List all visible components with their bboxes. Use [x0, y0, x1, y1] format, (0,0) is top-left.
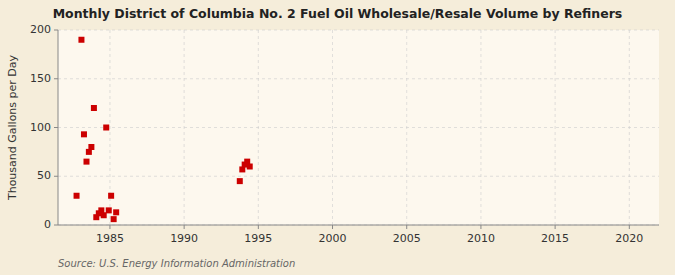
grid-line — [58, 127, 659, 128]
grid-line — [555, 30, 556, 225]
tick-label: 2020 — [615, 232, 643, 245]
point — [106, 207, 112, 213]
tick — [184, 225, 185, 229]
point — [74, 193, 80, 199]
point — [88, 144, 94, 150]
grid-line — [58, 176, 659, 177]
tick — [54, 127, 58, 128]
tick — [555, 225, 556, 229]
grid-line — [406, 30, 407, 225]
grid-line — [58, 78, 659, 79]
tick — [54, 30, 58, 31]
y-axis-label: Thousand Gallons per Day — [6, 54, 19, 201]
chart: 0 50 100 150 200 1985 1990 1995 2000 2005 2010 2015… — [0, 0, 675, 275]
title: Monthly District of Columbia No. 2 Fuel … — [53, 6, 623, 21]
grid-line — [480, 30, 481, 225]
tick-label: 1985 — [96, 232, 124, 245]
point — [247, 164, 253, 170]
point — [81, 131, 87, 137]
point — [108, 193, 114, 199]
tick-label: 2015 — [541, 232, 569, 245]
tick — [54, 176, 58, 177]
tick-label: 2000 — [319, 232, 347, 245]
point — [103, 125, 109, 131]
x-axis-line — [58, 225, 659, 226]
y-axis-line — [58, 30, 59, 225]
grid-line — [258, 30, 259, 225]
plot-area — [58, 30, 659, 225]
tick-label: 1990 — [170, 232, 198, 245]
axes: 0 50 100 150 200 1985 1990 1995 2000 2005 2010 2015… — [30, 23, 659, 245]
source-note: Source: U.S. Energy Information Administ… — [58, 258, 295, 269]
tick-label: 100 — [30, 121, 51, 134]
tick-label: 0 — [44, 218, 51, 231]
grid-line — [332, 30, 333, 225]
tick-label: 2010 — [467, 232, 495, 245]
background — [0, 0, 675, 275]
grid-line — [629, 30, 630, 225]
grid-line — [58, 225, 659, 226]
point — [111, 216, 117, 222]
point — [237, 178, 243, 184]
tick — [54, 78, 58, 79]
points — [74, 37, 253, 222]
tick — [54, 225, 58, 226]
point — [113, 209, 119, 215]
tick-label: 50 — [37, 169, 51, 182]
tick — [332, 225, 333, 229]
tick — [629, 225, 630, 229]
tick — [480, 225, 481, 229]
grid-line — [58, 30, 659, 31]
tick-label: 2005 — [393, 232, 421, 245]
point — [91, 105, 97, 111]
tick — [406, 225, 407, 229]
point — [78, 37, 84, 43]
grid-line — [184, 30, 185, 225]
point — [83, 159, 89, 165]
tick — [258, 225, 259, 229]
tick-label: 1995 — [244, 232, 272, 245]
tick — [109, 225, 110, 229]
grid — [58, 30, 659, 225]
tick-label: 150 — [30, 72, 51, 85]
tick-label: 200 — [30, 23, 51, 36]
